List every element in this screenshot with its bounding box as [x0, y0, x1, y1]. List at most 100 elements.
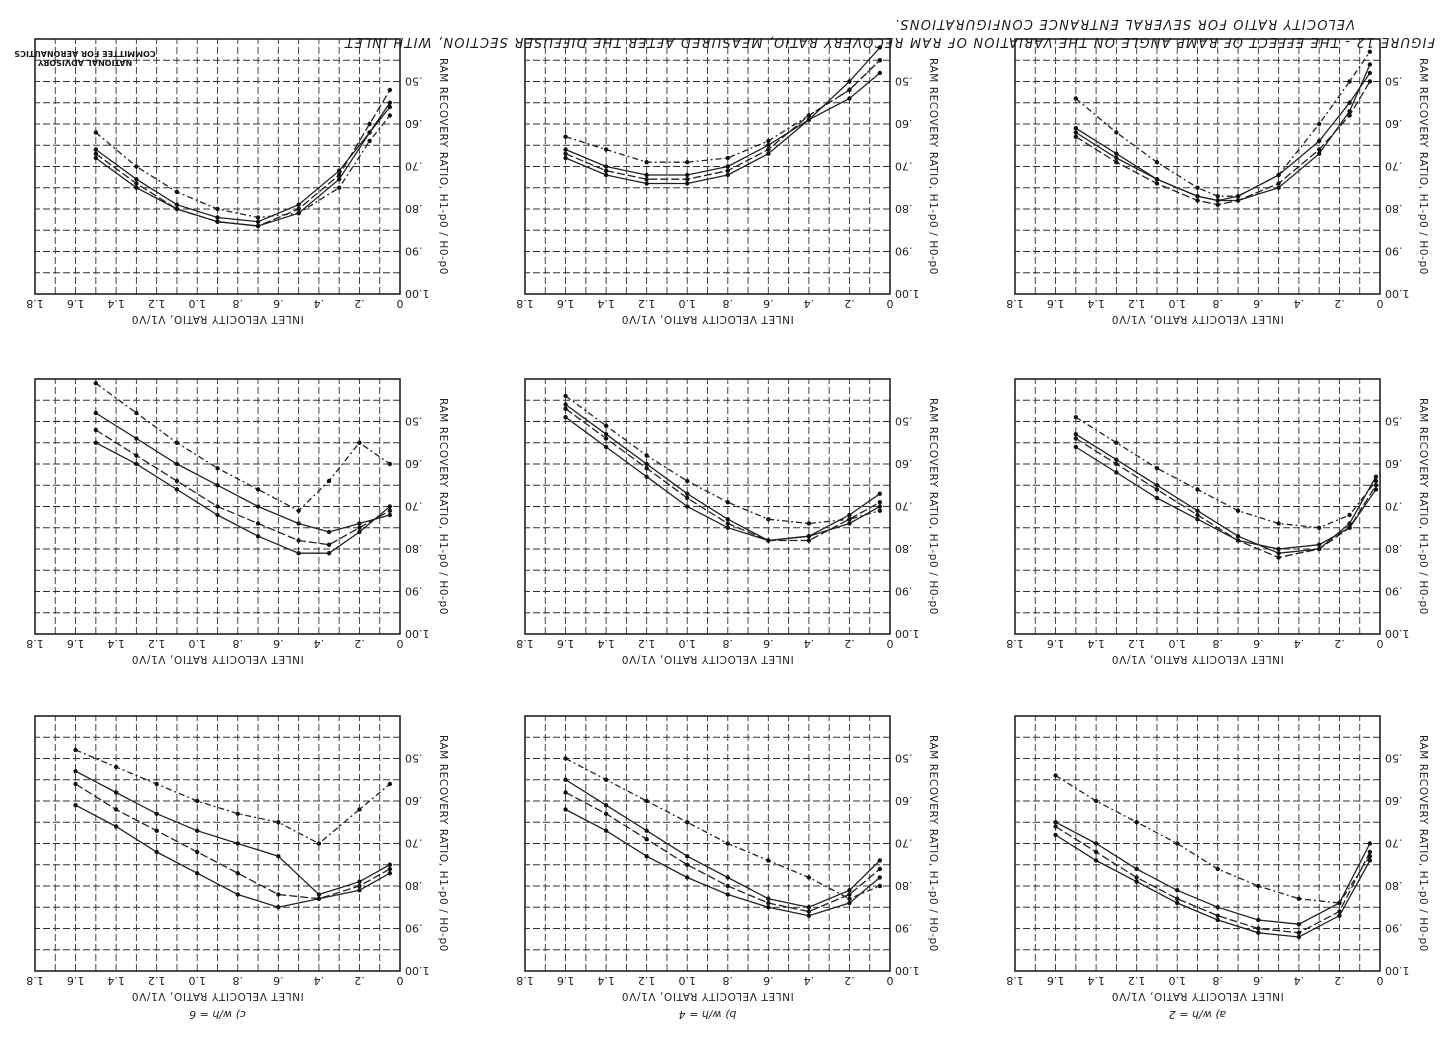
data-point — [93, 155, 99, 161]
x-tick-label: 1.0 — [188, 637, 206, 650]
data-point — [1134, 820, 1139, 825]
y-axis-label: RAM RECOVERY RATIO, H1-p0 / H0-p0 — [437, 398, 449, 615]
naca-logo-text: National Advisory Committee for Aeronaut… — [14, 49, 156, 67]
data-point — [73, 747, 78, 753]
data-point — [847, 896, 852, 901]
series-3 — [93, 410, 393, 535]
data-point — [1276, 185, 1281, 190]
data-point — [1175, 896, 1180, 901]
data-point — [847, 892, 852, 897]
x-tick-label: 1.6 — [1047, 974, 1065, 987]
series-line — [565, 416, 881, 542]
series-4 — [93, 381, 393, 513]
x-tick-label: .6 — [763, 637, 774, 650]
data-point — [174, 206, 180, 212]
data-point — [357, 521, 362, 526]
series-4 — [563, 393, 883, 526]
data-point — [296, 211, 301, 216]
data-point — [296, 551, 301, 556]
data-point — [1296, 930, 1302, 935]
data-point — [1276, 181, 1281, 186]
data-point — [1316, 546, 1322, 552]
y-tick-label: .80 — [1385, 542, 1403, 555]
series-line — [1055, 821, 1371, 925]
y-tick-label: .90 — [895, 585, 913, 598]
series-line — [95, 89, 391, 227]
data-point — [877, 883, 883, 889]
data-point — [563, 777, 568, 782]
panel-frame — [34, 715, 401, 972]
data-point — [235, 841, 240, 846]
data-point — [1175, 841, 1180, 846]
x-tick-label: 1.8 — [516, 974, 534, 987]
data-point — [255, 521, 261, 526]
data-point — [296, 521, 301, 526]
data-point — [387, 866, 393, 872]
series-3 — [1073, 444, 1379, 552]
panel-grid — [525, 716, 890, 971]
data-point — [73, 769, 78, 774]
series-line — [75, 749, 391, 845]
data-point — [1367, 841, 1373, 846]
data-point — [1235, 538, 1241, 543]
data-point — [685, 504, 690, 509]
data-point — [276, 905, 281, 910]
series-line — [95, 412, 391, 533]
panel-label: b) w/h = 4 — [679, 1008, 737, 1021]
data-point — [1114, 461, 1119, 467]
data-point — [725, 883, 730, 889]
data-point — [685, 478, 690, 484]
data-point — [603, 803, 609, 808]
data-point — [296, 508, 301, 513]
figure-caption-line-2: velocity ratio for several entrance conf… — [893, 16, 1355, 31]
data-point — [806, 905, 812, 910]
data-point — [113, 764, 119, 770]
data-point — [1195, 512, 1200, 518]
data-point — [766, 151, 771, 156]
data-point — [877, 875, 883, 880]
series-3 — [563, 807, 883, 918]
x-tick-label: .4 — [314, 637, 325, 650]
y-tick-label: 1.00 — [405, 627, 430, 640]
data-point — [255, 504, 261, 509]
x-tick-label: .6 — [1253, 297, 1264, 310]
y-tick-label: .50 — [1385, 75, 1403, 88]
x-tick-label: 1.4 — [597, 974, 615, 987]
data-point — [1215, 202, 1220, 207]
data-point — [1134, 866, 1139, 872]
data-point — [276, 854, 281, 859]
data-point — [563, 756, 568, 761]
data-point — [235, 871, 240, 876]
x-tick-label: 1.0 — [1168, 637, 1186, 650]
x-axis-label: INLET VELOCITY RATIO, V1/V0 — [1111, 653, 1284, 665]
data-point — [1195, 487, 1200, 492]
data-point — [134, 177, 139, 182]
y-tick-label: 1.00 — [1385, 627, 1410, 640]
data-point — [387, 113, 393, 118]
data-point — [316, 896, 322, 901]
x-tick-label: .4 — [1294, 297, 1305, 310]
data-point — [563, 134, 568, 139]
panel-frame — [524, 378, 891, 635]
data-point — [235, 811, 240, 816]
data-point — [296, 206, 301, 212]
y-tick-label: .80 — [895, 879, 913, 892]
x-tick-label: .4 — [1294, 637, 1305, 650]
x-tick-label: .4 — [804, 297, 815, 310]
y-tick-label: .60 — [405, 794, 423, 807]
y-tick-label: .60 — [1385, 794, 1403, 807]
data-point — [847, 87, 852, 93]
x-tick-label: 1.8 — [26, 297, 44, 310]
x-tick-label: .6 — [1253, 637, 1264, 650]
series-1 — [563, 777, 883, 910]
data-point — [1235, 508, 1241, 513]
y-tick-label: .70 — [895, 500, 913, 513]
x-tick-label: 1.2 — [1128, 637, 1146, 650]
y-tick-label: 1.00 — [895, 287, 920, 300]
y-tick-label: .60 — [1385, 457, 1403, 470]
data-point — [1154, 487, 1160, 492]
data-point — [1347, 512, 1352, 518]
data-point — [685, 181, 690, 186]
series-4 — [563, 756, 883, 901]
series-line — [75, 783, 391, 900]
